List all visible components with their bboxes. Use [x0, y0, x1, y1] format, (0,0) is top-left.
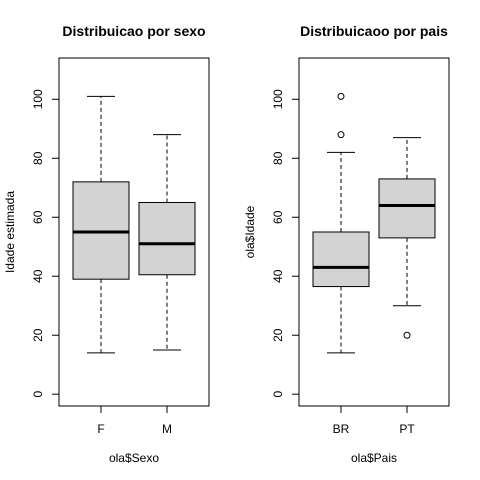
chart-panel-2: Distribuicaoo por pais ola$Pais ola$Idade 0…: [243, 23, 450, 465]
y-axis-label: ola$Idade: [243, 205, 257, 258]
y-tick-label: 40: [31, 269, 45, 283]
x-axis-label: ola$Pais: [351, 451, 397, 465]
iqr-box: [312, 231, 370, 288]
x-tick-label: PT: [399, 422, 415, 436]
outlier-point: [337, 131, 345, 139]
y-tick-label: 0: [271, 391, 285, 398]
iqr-box: [138, 202, 196, 276]
box-M: [138, 134, 196, 351]
chart-title: Distribuicaoo por pais: [300, 23, 448, 39]
y-axis-label: Idade estimada: [3, 191, 17, 273]
y-tick-label: 0: [31, 391, 45, 398]
chart-panel-1: Distribuicao por sexo ola$Sexo Idade estim…: [3, 23, 210, 465]
y-tick-label: 20: [271, 328, 285, 342]
y-tick-label: 40: [271, 269, 285, 283]
box-PT: [378, 137, 436, 339]
y-tick-label: 20: [31, 328, 45, 342]
y-tick-label: 60: [271, 210, 285, 224]
y-tick-label: 80: [31, 151, 45, 165]
iqr-box: [378, 178, 436, 239]
x-tick-label: F: [97, 422, 104, 436]
x-axis-label: ola$Sexo: [109, 451, 159, 465]
y-tick-label: 80: [271, 151, 285, 165]
y-tick-label: 100: [31, 89, 45, 109]
box-F: [72, 95, 130, 354]
x-tick-label: BR: [333, 422, 350, 436]
outlier-point: [403, 331, 411, 339]
outlier-point: [337, 92, 345, 100]
y-tick-label: 100: [271, 89, 285, 109]
x-tick-label: M: [162, 422, 172, 436]
y-tick-label: 60: [31, 210, 45, 224]
chart-title: Distribuicao por sexo: [62, 23, 205, 39]
box-BR: [312, 92, 370, 354]
